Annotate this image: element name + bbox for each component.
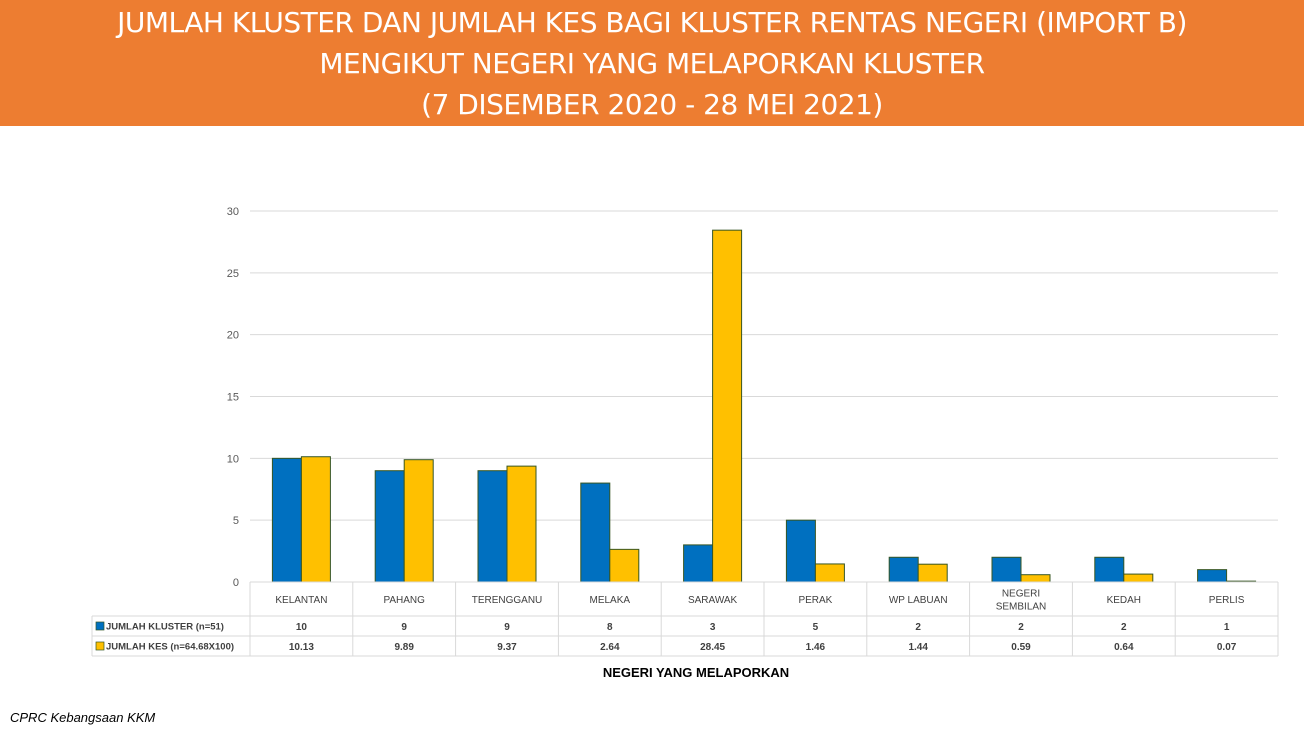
x-tick-label: MELAKA xyxy=(590,595,631,606)
bar-kluster xyxy=(683,544,714,583)
bar-kes xyxy=(1123,573,1154,583)
bar-kluster xyxy=(991,556,1022,583)
y-tick-label: 10 xyxy=(227,453,239,465)
bar-kluster xyxy=(1094,556,1125,583)
data-table: KELANTAN 10 10.13 PAHANG 9 9.89 TERENGGANU 9 9.3… xyxy=(91,581,1279,657)
data-label: 2 xyxy=(915,622,921,633)
bar-kes xyxy=(814,563,845,583)
data-label: 0.59 xyxy=(1011,642,1031,653)
data-label: 0.64 xyxy=(1114,642,1134,653)
title-banner: JUMLAH KLUSTER DAN JUMLAH KES BAGI KLUST… xyxy=(0,0,1304,126)
bar-kluster xyxy=(580,482,611,583)
x-tick-label: PERAK xyxy=(798,595,832,606)
title-line-2: MENGIKUT NEGERI YANG MELAPORKAN KLUSTER xyxy=(319,47,985,80)
data-label: 1 xyxy=(1224,622,1230,633)
bar-kluster xyxy=(477,470,508,583)
data-label: 3 xyxy=(710,622,716,633)
y-tick-label: 20 xyxy=(227,330,239,342)
bar-kes xyxy=(609,548,640,583)
x-tick-label: WP LABUAN xyxy=(889,595,948,606)
bars xyxy=(271,229,1257,583)
bar-kluster xyxy=(1197,569,1228,583)
x-tick-label: SEMBILAN xyxy=(996,602,1047,613)
data-label: 10.13 xyxy=(289,642,314,653)
bar-kes xyxy=(300,456,331,583)
data-label: 10 xyxy=(296,622,308,633)
y-tick-label: 5 xyxy=(233,515,239,527)
data-label: 1.46 xyxy=(806,642,826,653)
bar-kluster xyxy=(888,556,919,583)
x-axis-title: NEGERI YANG MELAPORKAN xyxy=(603,665,789,680)
x-tick-label: NEGERI xyxy=(1002,589,1040,600)
bar-kluster xyxy=(374,470,405,583)
title-line-3: (7 DISEMBER 2020 - 28 MEI 2021) xyxy=(421,88,883,121)
y-axis-ticks: 0 5 10 15 20 25 30 xyxy=(227,206,239,589)
data-label: 2 xyxy=(1018,622,1024,633)
legend-label: JUMLAH KLUSTER (n=51) xyxy=(106,622,224,633)
data-label: 2 xyxy=(1121,622,1127,633)
y-tick-label: 30 xyxy=(227,206,239,218)
x-tick-label: PERLIS xyxy=(1209,595,1245,606)
data-label: 2.64 xyxy=(600,642,620,653)
data-label: 0.07 xyxy=(1217,642,1237,653)
y-tick-label: 15 xyxy=(227,392,239,404)
legend-label: JUMLAH KES (n=64.68X100) xyxy=(106,642,234,653)
data-label: 9.37 xyxy=(497,642,517,653)
data-label: 8 xyxy=(607,622,613,633)
bar-kes xyxy=(403,459,434,583)
bar-kes xyxy=(917,563,948,583)
y-tick-label: 0 xyxy=(233,577,239,589)
data-label: 5 xyxy=(813,622,819,633)
data-label: 1.44 xyxy=(908,642,928,653)
y-tick-label: 25 xyxy=(227,268,239,280)
title-line-1: JUMLAH KLUSTER DAN JUMLAH KES BAGI KLUST… xyxy=(117,6,1187,39)
data-label: 9.89 xyxy=(394,642,414,653)
x-tick-label: KELANTAN xyxy=(275,595,327,606)
bar-kluster xyxy=(271,457,302,583)
bar-kes xyxy=(506,465,537,583)
data-label: 9 xyxy=(504,622,510,633)
x-tick-label: PAHANG xyxy=(383,595,425,606)
bar-kluster xyxy=(785,519,816,583)
x-tick-label: SARAWAK xyxy=(688,595,738,606)
legend-swatch xyxy=(95,641,105,651)
data-label: 28.45 xyxy=(700,642,725,653)
legend-swatch xyxy=(95,621,105,631)
bar-kes xyxy=(1020,574,1051,583)
data-label: 9 xyxy=(401,622,407,633)
footer-credit: CPRC Kebangsaan KKM xyxy=(10,710,156,725)
x-tick-label: KEDAH xyxy=(1107,595,1141,606)
bar-kes xyxy=(712,229,743,583)
x-tick-label: TERENGGANU xyxy=(472,595,543,606)
